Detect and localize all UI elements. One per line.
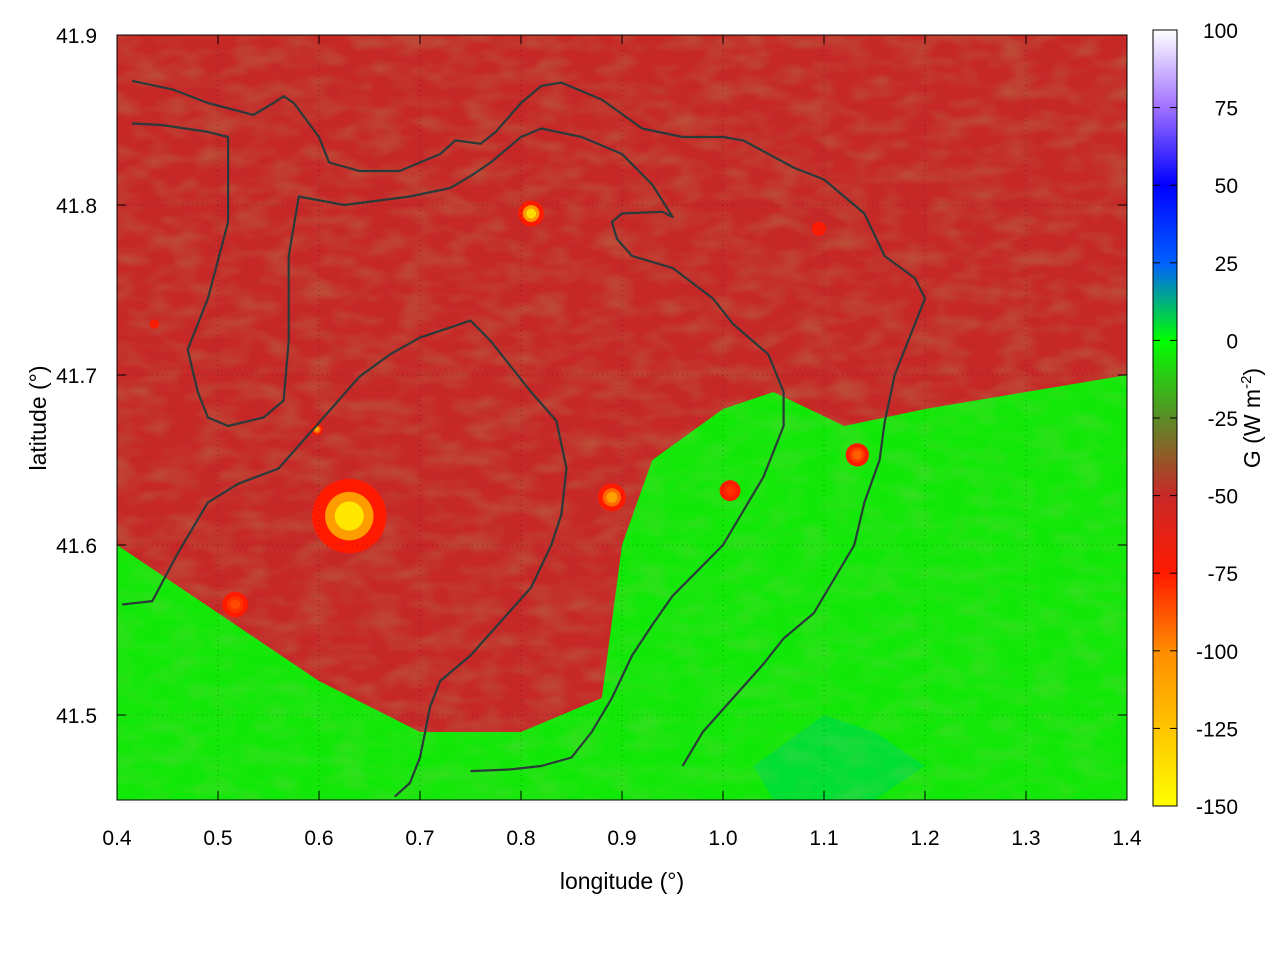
colorbar-title-exponent: -2 [1238, 376, 1255, 389]
y-tick-label: 41.8 [56, 195, 97, 218]
colorbar-tick-label: 50 [1215, 175, 1238, 198]
x-tick-label: 1.3 [1011, 827, 1040, 850]
colorbar-tick-label: -75 [1208, 563, 1238, 586]
y-tick-label: 41.9 [56, 25, 97, 48]
hotspot-core [852, 450, 862, 460]
hotspot-core [230, 599, 241, 610]
colorbar-ticks: 100 75 50 25 0 -25 -50 -75 -100 -125 -150 [1153, 20, 1238, 819]
hotspot-core [314, 427, 320, 432]
x-tick-label: 0.7 [405, 827, 434, 850]
x-tick-label: 0.5 [203, 827, 232, 850]
x-tick-label: 0.6 [304, 827, 333, 850]
colorbar-tick-label: -100 [1196, 641, 1238, 664]
hotspot-core [606, 491, 618, 503]
x-tick-label: 0.4 [102, 827, 132, 850]
colorbar-tick-label: -25 [1208, 408, 1238, 431]
y-tick-label: 41.7 [56, 365, 97, 388]
hotspot-core [334, 501, 364, 531]
field-texture [117, 35, 1127, 800]
x-tick-label: 1.0 [708, 827, 737, 850]
hotspot-core [725, 486, 735, 495]
x-tick-label: 1.4 [1112, 827, 1142, 850]
contour-line [132, 122, 785, 773]
colorbar-title-base: G (W m [1239, 389, 1265, 468]
colorbar-tick-label: 75 [1215, 98, 1238, 121]
colorbar-tick-label: 100 [1203, 20, 1238, 43]
contour-line [121, 319, 568, 798]
hotspots [149, 200, 869, 618]
colorbar-tick-label: 25 [1215, 253, 1238, 276]
x-axis-title: longitude (°) [560, 868, 684, 894]
contour-lines [121, 79, 927, 798]
hotspot-core [526, 208, 537, 219]
y-tick-label: 41.5 [56, 705, 97, 728]
colorbar-tick-label: 0 [1226, 330, 1238, 353]
colorbar-title: G (W m-2) [1238, 368, 1265, 468]
plot-area [117, 35, 1127, 800]
colorbar-title-tail: ) [1239, 368, 1265, 376]
hotspot-core [816, 226, 822, 232]
colorbar-tick-label: -150 [1196, 796, 1238, 819]
x-tick-label: 0.9 [607, 827, 636, 850]
x-axis-ticks: 0.4 0.5 0.6 0.7 0.8 0.9 1.0 1.1 1.2 1.3 1.4 [102, 35, 1142, 850]
hotspot-core [152, 322, 157, 326]
colorbar-tick-label: -50 [1208, 486, 1238, 509]
colorbar-tick-label: -125 [1196, 718, 1238, 741]
y-axis-ticks: 41.5 41.6 41.7 41.8 41.9 [56, 25, 1127, 728]
y-axis-title: latitude (°) [25, 365, 51, 470]
contour-line [131, 79, 927, 767]
colorbar: 100 75 50 25 0 -25 -50 -75 -100 -125 -150 G (W m-2… [1152, 20, 1265, 819]
x-tick-label: 1.2 [910, 827, 939, 850]
y-tick-label: 41.6 [56, 535, 97, 558]
x-tick-label: 0.8 [506, 827, 535, 850]
x-tick-label: 1.1 [809, 827, 838, 850]
